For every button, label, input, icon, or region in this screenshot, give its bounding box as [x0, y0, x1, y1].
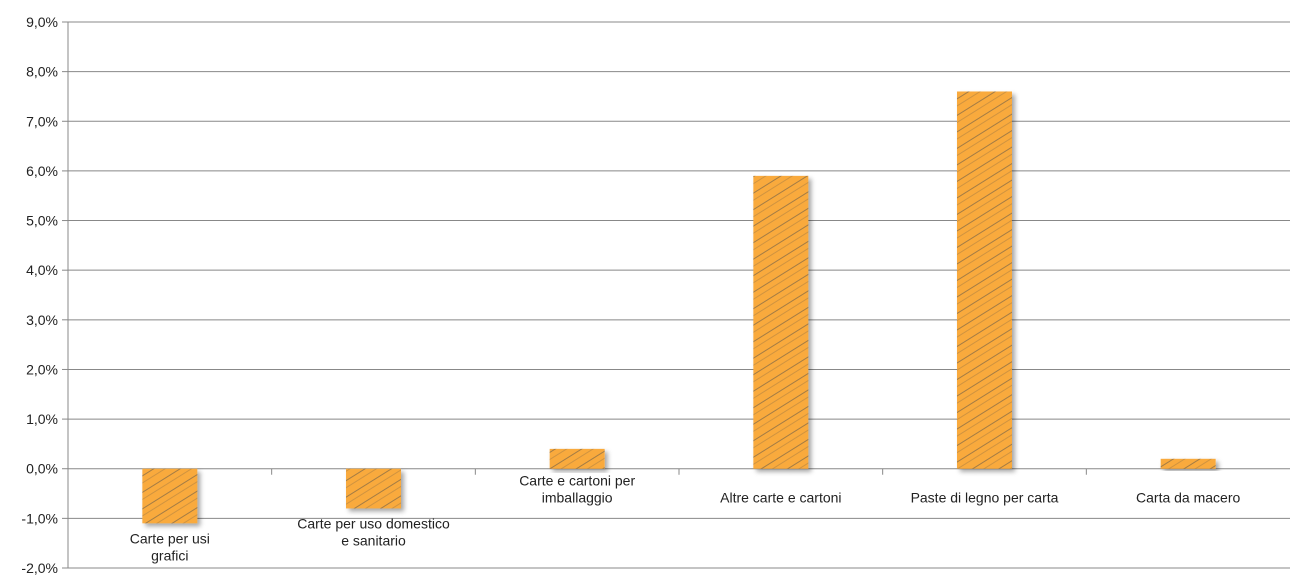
y-tick-label: 9,0% [26, 14, 58, 30]
bar-hatch [1160, 458, 1216, 469]
bar [142, 468, 198, 524]
y-tick-label: -1,0% [21, 510, 58, 526]
bars [142, 91, 1216, 524]
category-label: Carta da macero [1136, 490, 1240, 506]
category-label-line: Paste di legno per carta [911, 490, 1059, 506]
category-label-line: imballaggio [542, 490, 613, 506]
y-tick-label: 6,0% [26, 163, 58, 179]
category-labels: Carte per usi grafici Carte per uso domest… [130, 473, 1241, 564]
category-label-line: Altre carte e cartoni [720, 490, 841, 506]
y-tick-label: 7,0% [26, 113, 58, 129]
bar [346, 468, 401, 509]
y-tick-label: -2,0% [21, 560, 58, 576]
bar [1160, 458, 1216, 469]
y-tick-label: 2,0% [26, 361, 58, 377]
bar [753, 175, 809, 469]
y-tick-label: 4,0% [26, 262, 58, 278]
axes [62, 21, 1087, 569]
bar [957, 91, 1012, 469]
bar-hatch [957, 91, 1012, 469]
bar [549, 448, 605, 469]
grid-lines [68, 21, 1290, 569]
category-label: Carte e cartoni per imballaggio [519, 473, 635, 506]
category-label: Carte per usi grafici [130, 530, 210, 563]
category-label-line: Carta da macero [1136, 490, 1240, 506]
category-label-line: Carte e cartoni per [519, 473, 635, 489]
y-tick-labels: -2,0% -1,0% 0,0% 1,0% 2,0% 3,0% 4,0% 5,0% 6,0% 7,… [21, 14, 58, 576]
y-tick-label: 8,0% [26, 64, 58, 80]
category-label-line: grafici [151, 547, 188, 563]
y-tick-label: 3,0% [26, 312, 58, 328]
y-tick-label: 5,0% [26, 213, 58, 229]
category-label: Paste di legno per carta [911, 490, 1059, 506]
y-tick-label: 1,0% [26, 411, 58, 427]
category-label: Altre carte e cartoni [720, 490, 841, 506]
category-label-line: e sanitario [341, 532, 406, 548]
category-label-line: Carte per usi [130, 530, 210, 546]
bar-hatch [142, 468, 198, 524]
category-label: Carte per uso domestico e sanitario [297, 515, 450, 548]
bar-hatch [346, 468, 401, 509]
bar-hatch [549, 448, 605, 469]
category-label-line: Carte per uso domestico [297, 515, 450, 531]
bar-hatch [753, 175, 809, 469]
y-tick-label: 0,0% [26, 461, 58, 477]
